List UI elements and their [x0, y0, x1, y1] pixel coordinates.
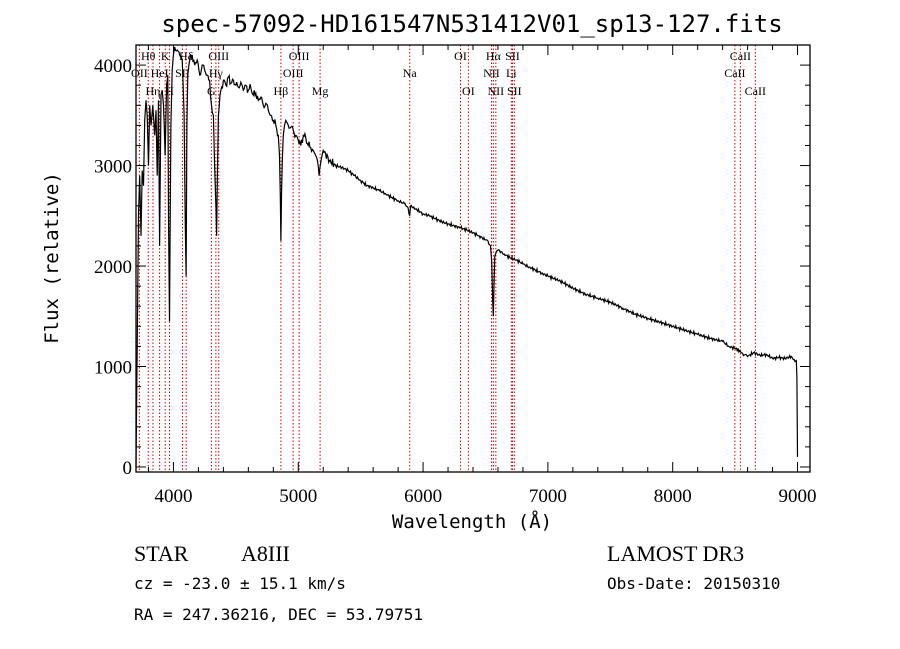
- spectral-line-label: Hθ: [141, 49, 156, 63]
- coordinates: RA = 247.36216, DEC = 53.79751: [134, 605, 423, 624]
- spectral-line-label: Li: [506, 66, 517, 80]
- x-tick-label: 5000: [279, 486, 317, 507]
- y-tick-label: 1000: [94, 358, 132, 379]
- y-tick-label: 3000: [94, 157, 132, 178]
- spectral-line-label: NII: [483, 66, 500, 80]
- spectral-line-label: Mg: [312, 84, 329, 98]
- spectral-lines-layer: [138, 45, 756, 472]
- spectral-line-label: OI: [462, 84, 475, 98]
- spectral-line-label: CaII: [724, 66, 745, 80]
- x-tick-label: 9000: [779, 486, 817, 507]
- spectral-line-label: CaII: [745, 84, 766, 98]
- spectral-line-label: SII: [505, 49, 520, 63]
- x-axis-label: Wavelength (Å): [392, 510, 552, 533]
- y-tick-label: 2000: [94, 257, 132, 278]
- spectral-line-label: Hγ: [209, 66, 224, 80]
- x-tick-label: 8000: [654, 486, 692, 507]
- plot-frame: [135, 44, 811, 473]
- spectral-line-label: CaII: [730, 49, 751, 63]
- y-tick-label: 0: [123, 458, 133, 479]
- spectral-line-label: OI: [454, 49, 467, 63]
- spectral-line-label: HeI: [151, 66, 169, 80]
- redshift-value: cz = -23.0 ± 15.1 km/s: [134, 574, 346, 593]
- chart-title: spec-57092-HD161547N531412V01_sp13-127.f…: [161, 10, 782, 38]
- obs-date: Obs-Date: 20150310: [607, 574, 780, 593]
- spectral-line-label: NII: [488, 84, 505, 98]
- spectral-line-label: OIII: [289, 49, 310, 63]
- x-tick-label: 7000: [529, 486, 567, 507]
- spectral-line-label: Hη: [145, 84, 160, 98]
- spectrum-line: [135, 46, 799, 468]
- spectral-line-label: OII: [131, 66, 148, 80]
- spectral-line-label: SII: [507, 84, 522, 98]
- spectral-line-label: G: [207, 84, 216, 98]
- spectral-subclass: A8III: [241, 541, 290, 566]
- axis-ticks: 4000 5000 6000 7000 8000 9000 0 1000 2000 3000 400…: [94, 44, 817, 507]
- spectral-line-label: OIII: [208, 49, 229, 63]
- object-class: STAR: [134, 541, 189, 566]
- y-axis-label: Flux (relative): [41, 172, 63, 344]
- spectral-line-label: Hα: [486, 49, 502, 63]
- spectral-line-label: K: [161, 49, 170, 63]
- spectral-line-label: Na: [403, 66, 418, 80]
- x-tick-label: 4000: [154, 486, 192, 507]
- spectral-line-labels: OIIHθHηHeIKHSIIHδGHγOIIIHβOIIIOIIIMgNaOI…: [131, 49, 766, 98]
- x-tick-label: 6000: [404, 486, 442, 507]
- spectral-line-label: H: [165, 84, 174, 98]
- survey-name: LAMOST DR3: [607, 541, 744, 566]
- y-tick-label: 4000: [94, 56, 132, 77]
- spectral-line-label: Hβ: [274, 84, 289, 98]
- spectral-line-label: OIII: [283, 66, 304, 80]
